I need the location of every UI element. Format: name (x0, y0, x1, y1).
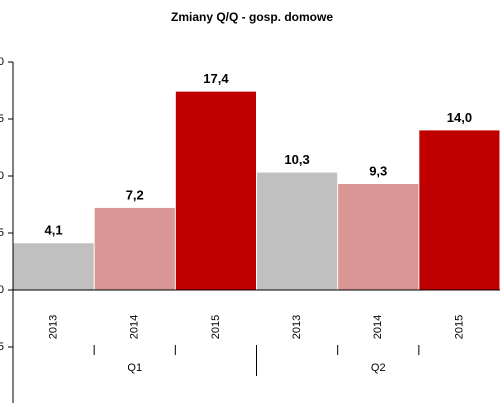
y-tick-label: 10 (0, 170, 4, 182)
y-tick-label: 5 (0, 227, 4, 239)
bar (94, 207, 175, 290)
y-tick-label: 20 (0, 56, 4, 68)
x-tick-label: Q1 (127, 362, 142, 374)
chart-title: Zmiany Q/Q - gosp. domowe (171, 10, 333, 24)
bar (419, 130, 500, 290)
value-label: 17,4 (203, 71, 229, 86)
value-label: 4,1 (45, 223, 63, 238)
bar (13, 243, 94, 290)
y-tick-label: 0 (0, 284, 4, 296)
value-label: 9,3 (369, 163, 387, 178)
x-sub-label: 2015 (453, 315, 465, 339)
x-sub-label: 2013 (47, 315, 59, 339)
bar (338, 183, 419, 290)
x-sub-label: 2015 (210, 315, 222, 339)
y-tick-label: -5 (0, 341, 4, 353)
x-sub-label: 2014 (129, 315, 141, 339)
x-tick-label: Q2 (371, 362, 386, 374)
x-sub-label: 2014 (372, 315, 384, 339)
x-sub-label: 2013 (291, 315, 303, 339)
value-label: 10,3 (284, 152, 309, 167)
bar (175, 91, 256, 290)
y-tick-label: 15 (0, 113, 4, 125)
value-label: 14,0 (447, 110, 472, 125)
value-label: 7,2 (126, 187, 144, 202)
bar (257, 172, 338, 290)
